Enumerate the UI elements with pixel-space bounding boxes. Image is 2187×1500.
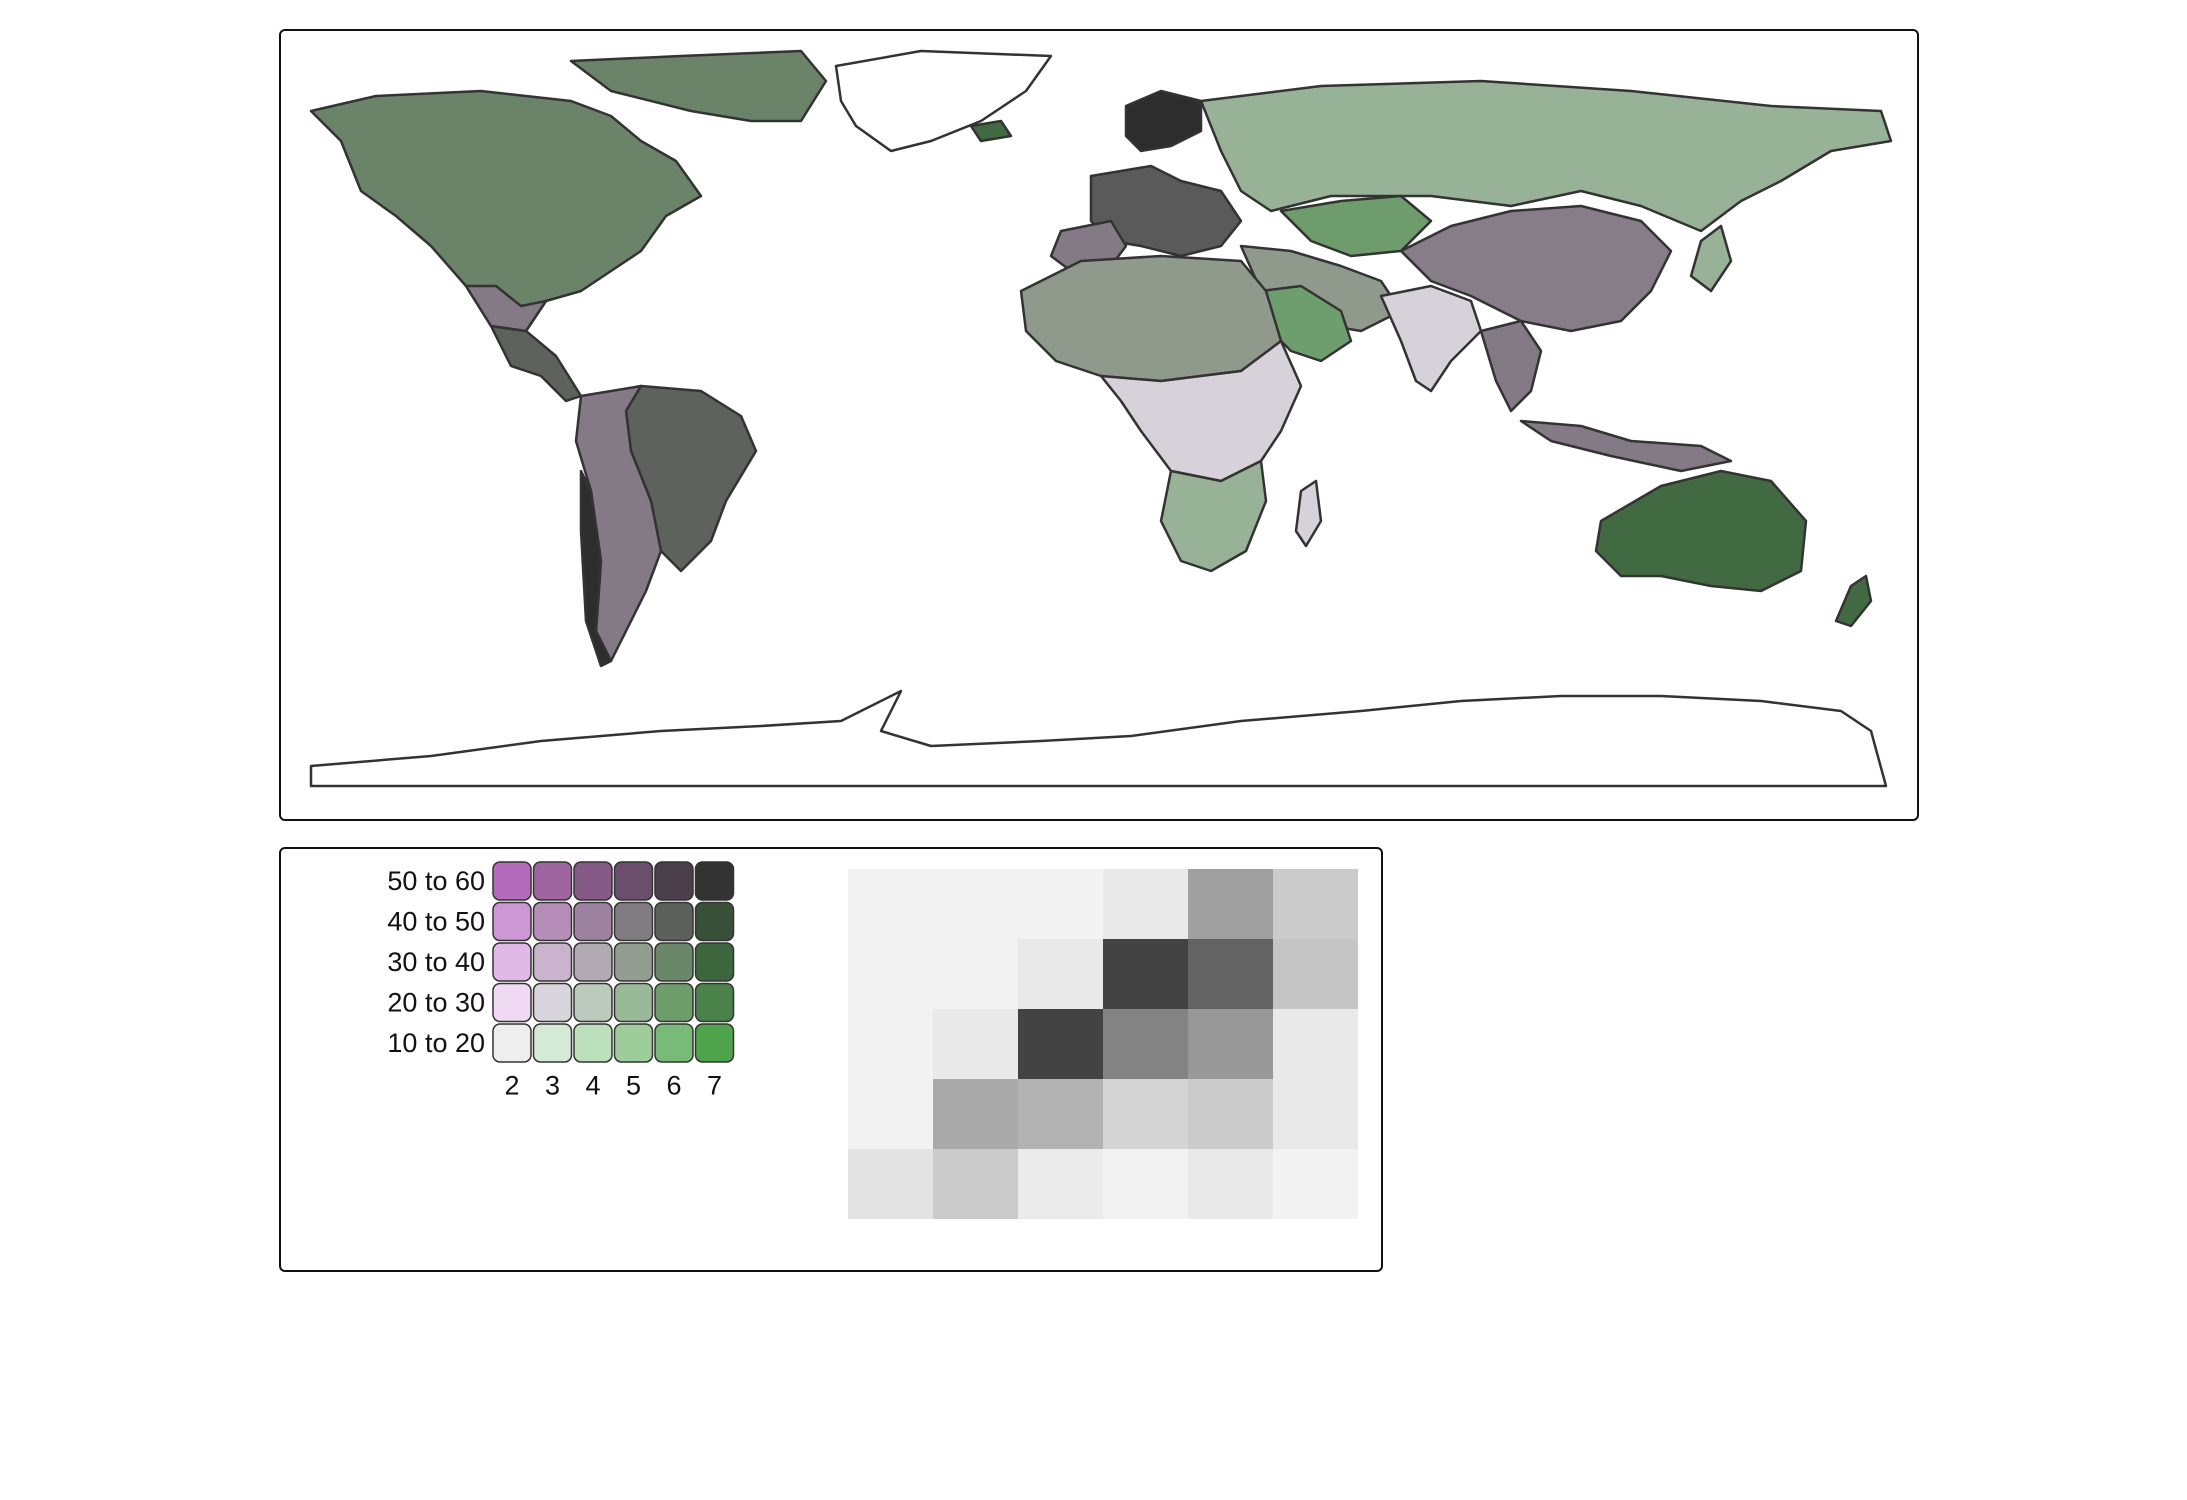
heatmap-cell: [1103, 1009, 1188, 1079]
legend-row-label: 20 to 30: [387, 988, 485, 1018]
heatmap-cell: [1018, 1079, 1103, 1149]
legend-swatch: [492, 982, 532, 1023]
region-india: [1379, 284, 1483, 393]
legend-col-label: 4: [585, 1071, 600, 1101]
heatmap-cell: [1273, 1009, 1358, 1079]
heatmap-cell: [933, 869, 1018, 939]
region-indonesia: [1519, 419, 1733, 473]
legend-swatch: [654, 1023, 694, 1063]
heatmap-cell: [1188, 939, 1273, 1009]
legend-swatch: [492, 901, 532, 942]
legend-swatch: [694, 982, 735, 1023]
heatmap-cell: [1188, 869, 1273, 939]
region-russia: [1199, 79, 1893, 233]
legend-swatch: [613, 901, 654, 942]
region-madagascar: [1294, 479, 1323, 548]
legend-row-label: 30 to 40: [387, 947, 485, 977]
heatmap-cell: [1018, 1149, 1103, 1219]
legend-swatch: [654, 901, 694, 942]
heatmap-cell: [933, 1009, 1018, 1079]
legend-col-label: 5: [626, 1071, 641, 1101]
legend-swatch: [492, 1023, 532, 1063]
legend-swatch: [694, 942, 735, 982]
region-africa-central: [1099, 339, 1303, 483]
heatmap-cell: [1273, 869, 1358, 939]
heatmap-cell: [1273, 1079, 1358, 1149]
legend-swatch: [492, 861, 532, 901]
legend-swatch: [654, 942, 694, 982]
legend-swatch: [654, 861, 694, 901]
legend-swatch: [573, 982, 613, 1023]
heatmap-cell: [1188, 1079, 1273, 1149]
legend-swatch: [694, 1023, 735, 1063]
legend-swatch: [573, 1023, 613, 1063]
legend-swatch: [532, 901, 573, 942]
region-china: [1399, 204, 1673, 333]
legend-swatch: [492, 942, 532, 982]
world-map-panel: [279, 29, 1919, 821]
region-southeast-asia: [1479, 319, 1543, 413]
heatmap-cell: [848, 1009, 933, 1079]
region-new-zealand: [1834, 574, 1873, 628]
legend-col-label: 3: [545, 1071, 560, 1101]
legend-col-label: 6: [666, 1071, 681, 1101]
density-heatmap: [848, 869, 1358, 1219]
region-iceland: [969, 119, 1013, 143]
heatmap-cell: [933, 939, 1018, 1009]
legend-swatch: [573, 901, 613, 942]
legend-swatch: [613, 861, 654, 901]
heatmap-cell: [1273, 1149, 1358, 1219]
legend-swatch: [613, 1023, 654, 1063]
region-greenland: [834, 49, 1053, 153]
region-kazakhstan: [1279, 194, 1433, 258]
legend-swatch: [613, 982, 654, 1023]
region-australia: [1594, 469, 1808, 593]
legend-row-label: 10 to 20: [387, 1028, 485, 1058]
heatmap-cell: [1103, 1079, 1188, 1149]
legend-swatch: [532, 1023, 573, 1063]
legend-row-label: 40 to 50: [387, 907, 485, 937]
region-north-america: [309, 89, 703, 333]
region-africa-north: [1019, 254, 1283, 383]
heatmap-cell: [1103, 1149, 1188, 1219]
region-mexico: [464, 284, 548, 333]
region-africa-south: [1159, 459, 1268, 573]
heatmap-cell: [848, 869, 933, 939]
heatmap-cell: [933, 1149, 1018, 1219]
legend-swatch: [654, 982, 694, 1023]
heatmap-cell: [848, 939, 933, 1009]
legend-swatch: [694, 901, 735, 942]
heatmap-cell: [1018, 869, 1103, 939]
legend-swatch: [573, 861, 613, 901]
heatmap-cell: [1188, 1009, 1273, 1079]
region-japan: [1689, 224, 1733, 293]
heatmap-cell: [1103, 939, 1188, 1009]
heatmap-cell: [1018, 939, 1103, 1009]
region-scandinavia: [1124, 89, 1203, 153]
legend-swatch: [573, 942, 613, 982]
legend-row-label: 50 to 60: [387, 866, 485, 896]
heatmap-cell: [848, 1149, 933, 1219]
heatmap-cell: [848, 1079, 933, 1149]
region-canadian-islands: [569, 49, 828, 123]
heatmap-cell: [1103, 869, 1188, 939]
legend-col-label: 7: [707, 1071, 722, 1101]
legend-swatch: [532, 982, 573, 1023]
legend-swatch: [532, 942, 573, 982]
legend-swatch: [532, 861, 573, 901]
legend-swatch: [613, 942, 654, 982]
heatmap-cell: [933, 1079, 1018, 1149]
heatmap-cell: [1273, 939, 1358, 1009]
heatmap-cell: [1018, 1009, 1103, 1079]
heatmap-cell: [1188, 1149, 1273, 1219]
legend-swatch: [694, 861, 735, 901]
world-map: [309, 49, 1893, 788]
bivariate-legend: 50 to 60 40 to 50 30 to 40 20 to 30 10 to 20…: [387, 861, 1358, 1219]
legend-col-label: 2: [504, 1071, 519, 1101]
region-chile: [579, 469, 613, 668]
region-central-america: [489, 324, 583, 403]
legend-panel: 50 to 60 40 to 50 30 to 40 20 to 30 10 to 20…: [279, 847, 1383, 1272]
region-antarctica: [309, 689, 1888, 788]
